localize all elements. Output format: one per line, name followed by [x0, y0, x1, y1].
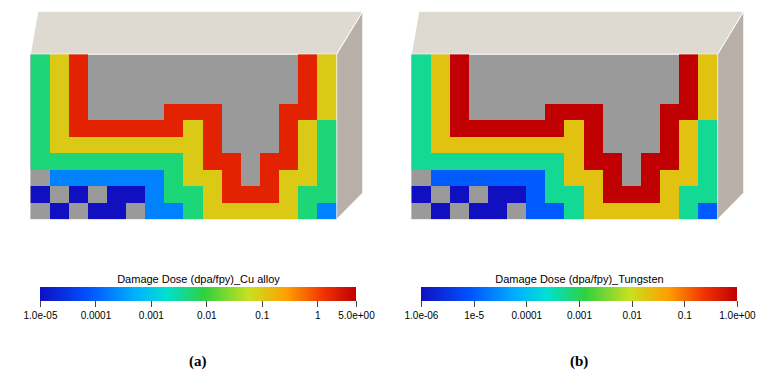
svg-text:0.1: 0.1 — [678, 310, 692, 321]
svg-text:0.01: 0.01 — [622, 310, 642, 321]
svg-text:1.0e-06: 1.0e-06 — [404, 310, 438, 321]
svg-text:1: 1 — [315, 310, 321, 321]
svg-text:1.0e+00: 1.0e+00 — [719, 310, 756, 321]
svg-text:1.0e-05: 1.0e-05 — [24, 310, 58, 321]
svg-text:(a): (a) — [189, 353, 207, 370]
svg-text:Damage Dose (dpa/fpy)_Tungsten: Damage Dose (dpa/fpy)_Tungsten — [495, 273, 663, 285]
svg-text:1e-5: 1e-5 — [464, 310, 484, 321]
svg-text:0.0001: 0.0001 — [81, 310, 112, 321]
svg-text:0.0001: 0.0001 — [511, 310, 542, 321]
svg-text:0.1: 0.1 — [255, 310, 269, 321]
svg-text:0.01: 0.01 — [197, 310, 217, 321]
svg-text:0.001: 0.001 — [567, 310, 592, 321]
svg-text:5.0e+00: 5.0e+00 — [338, 310, 375, 321]
svg-text:0.001: 0.001 — [139, 310, 164, 321]
svg-text:(b): (b) — [570, 353, 588, 370]
svg-text:Damage Dose (dpa/fpy)_Cu alloy: Damage Dose (dpa/fpy)_Cu alloy — [117, 273, 280, 285]
